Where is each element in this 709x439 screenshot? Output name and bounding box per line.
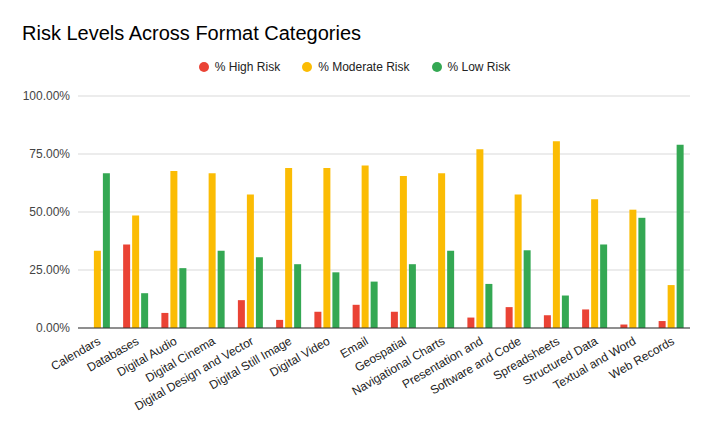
svg-text:0.00%: 0.00%	[36, 321, 70, 335]
svg-text:Spreadsheets: Spreadsheets	[490, 333, 562, 383]
svg-text:Web Records: Web Records	[607, 334, 677, 382]
svg-text:Digital Cinema: Digital Cinema	[143, 333, 218, 385]
html-text:% High Risk: % High Risk	[214, 60, 281, 74]
svg-text:Textual and Word: Textual and Word	[550, 333, 639, 393]
svg-text:Structured Data: Structured Data	[520, 333, 601, 388]
svg-text:25.00%: 25.00%	[29, 263, 70, 277]
svg-text:Geospatial: Geospatial	[352, 333, 409, 375]
svg-text:Digital Audio: Digital Audio	[114, 333, 180, 380]
svg-text:100.00%: 100.00%	[23, 89, 71, 103]
svg-text:Navigational Charts: Navigational Charts	[349, 333, 448, 399]
html-text:% Moderate Risk: % Moderate Risk	[318, 60, 410, 74]
svg-text:Calendars: Calendars	[48, 333, 103, 374]
html-text:% Low Risk: % Low Risk	[447, 60, 511, 74]
svg-text:Software and Code: Software and Code	[427, 333, 524, 398]
svg-text:Presentation and: Presentation and	[399, 333, 486, 392]
svg-text:Email: Email	[337, 333, 371, 361]
svg-text:Databases: Databases	[84, 333, 142, 375]
svg-text:50.00%: 50.00%	[29, 205, 70, 219]
svg-text:75.00%: 75.00%	[29, 147, 70, 161]
svg-text:Digital Still Image: Digital Still Image	[206, 333, 295, 393]
svg-text:Digital Video: Digital Video	[267, 334, 332, 380]
svg-text:Digital Design and Vector: Digital Design and Vector	[132, 333, 256, 414]
html-text:Risk Levels Across Format Cate: Risk Levels Across Format Categories	[22, 22, 361, 44]
